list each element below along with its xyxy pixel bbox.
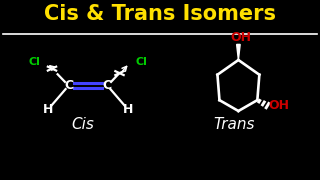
Text: Cis: Cis [72,117,95,132]
Text: Trans: Trans [213,117,254,132]
Text: H: H [123,103,133,116]
Text: C: C [64,79,73,92]
Polygon shape [237,44,240,60]
Text: OH: OH [230,31,252,44]
Text: Cl: Cl [29,57,41,66]
Text: H: H [43,103,53,116]
Text: C: C [103,79,112,92]
Text: Cis & Trans Isomers: Cis & Trans Isomers [44,3,276,24]
Text: OH: OH [268,99,289,112]
Text: Cl: Cl [135,57,147,66]
